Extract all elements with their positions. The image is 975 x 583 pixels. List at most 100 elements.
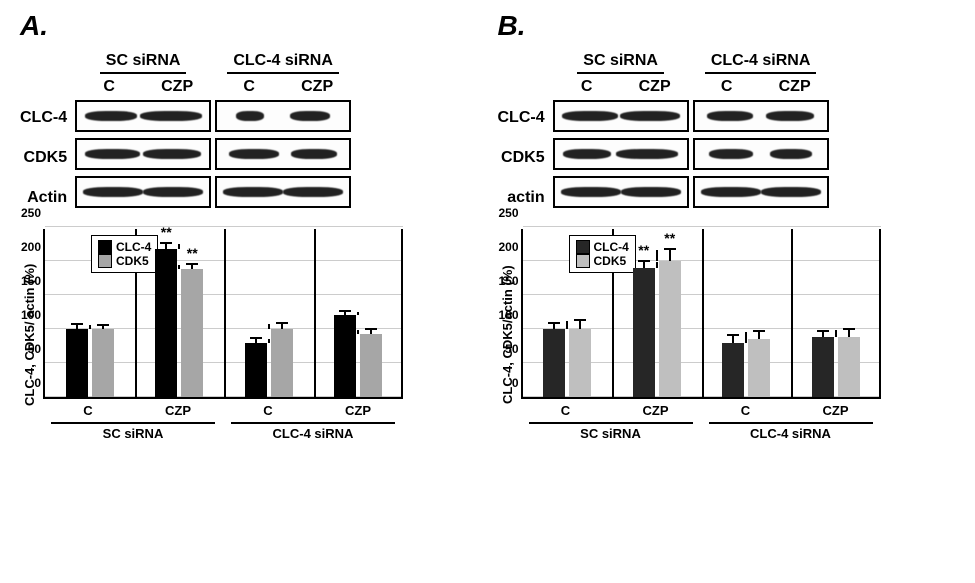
error-bar [745,332,747,339]
plot-area: 050100150200250CLC-4CDK5**** [521,229,881,399]
x-group-label: SC siRNA [51,422,215,441]
chart-bar: ** [155,249,177,397]
bar-group: **** [612,229,702,397]
y-tick: 100 [489,308,519,322]
chart-area: 050100150200250CLC-4CDK5**** CCZPCCZP SC… [521,229,881,441]
error-bar [370,330,372,335]
error-bar [669,250,671,261]
blot-group: CLC-4 siRNACCZP [693,52,829,214]
chart-bar [271,329,293,397]
error-bar [553,324,555,329]
western-band [236,111,264,121]
error-bar [165,244,167,249]
error-cap [843,328,855,330]
panel-a-label: A. [20,10,478,42]
western-band [85,111,137,121]
x-label: CZP [791,399,881,418]
chart-bar [334,315,356,397]
bars-row: ** ** [45,229,403,397]
band-box [215,100,351,132]
error-cap [727,334,739,336]
error-cap [638,260,650,262]
chart-bar [748,339,770,397]
error-bar [732,336,734,343]
panel-a-blots: CLC-4 CDK5 Actin SC siRNACCZPCLC-4 siRNA… [20,52,478,214]
error-bar [344,312,346,315]
western-band [290,111,330,121]
y-tick: 250 [11,206,41,220]
chart-bar [245,343,267,397]
bar-group [224,229,314,397]
panel-b-blots: CLC-4 CDK5 actin SC siRNACCZPCLC-4 siRNA… [498,52,956,214]
row-label: CDK5 [498,142,545,174]
error-cap [186,263,198,265]
x-group-label: SC siRNA [529,422,693,441]
western-band [283,187,343,197]
western-band [701,187,761,197]
x-labels: CCZPCCZP [43,399,403,418]
error-bar [566,321,568,329]
x-label: C [223,399,313,418]
chart-bar [812,337,834,397]
error-bar [656,250,658,261]
chart-bar [543,329,565,397]
error-bar [89,326,91,329]
western-band [709,149,753,159]
error-bar [268,339,270,343]
western-band [561,187,621,197]
error-bar [281,324,283,329]
band-box [75,100,211,132]
western-band [140,111,202,121]
x-label: C [43,399,133,418]
error-cap [339,310,351,312]
error-bar [643,262,645,267]
row-label: CLC-4 [498,102,545,134]
blot-group: SC siRNACCZP [553,52,689,214]
bar-group: ** ** [135,229,225,397]
plot-area: 050100150200250CLC-4CDK5**** [43,229,403,399]
error-bar [76,325,78,329]
significance-marker: ** [187,245,198,261]
x-label: C [521,399,611,418]
error-cap [160,242,172,244]
y-tick: 200 [489,240,519,254]
condition-label: C [215,78,283,96]
y-tick: 50 [489,342,519,356]
blot-group: SC siRNACCZP [75,52,211,214]
panel-a-blot-columns: SC siRNACCZPCLC-4 siRNACCZP [75,52,351,214]
error-bar [178,265,180,269]
x-group-label: CLC-4 siRNA [231,422,395,441]
condition-label: C [553,78,621,96]
western-band [83,187,143,197]
band-box [693,100,829,132]
chart-ylabel: CLC-4, CDK5/actin (%) [498,229,515,441]
western-band [621,187,681,197]
error-cap [97,324,109,326]
y-tick: 250 [489,206,519,220]
x-groups: SC siRNACLC-4 siRNA [521,418,881,441]
chart-bar [722,343,744,397]
condition-label: CZP [143,78,211,96]
western-band [143,149,201,159]
western-band [223,187,283,197]
error-cap [548,322,560,324]
bar-group [314,229,404,397]
panel-a-chart: CLC-4, CDK5/ actin (%) 050100150200250CL… [20,229,478,441]
panel-b-row-labels: CLC-4 CDK5 actin [498,52,545,214]
panel-a-row-labels: CLC-4 CDK5 Actin [20,52,67,214]
error-bar [357,312,359,315]
band-box [553,138,689,170]
chart-bar [92,329,114,397]
condition-label: C [75,78,143,96]
chart-bar: ** [633,268,655,397]
western-band [562,111,618,121]
y-tick: 100 [11,308,41,322]
error-bar [848,330,850,337]
band-box [553,100,689,132]
chart-bar [66,329,88,397]
bar-group [45,229,135,397]
bar-group [791,229,881,397]
western-band [229,149,279,159]
condition-label: CZP [761,78,829,96]
y-tick: 50 [11,342,41,356]
